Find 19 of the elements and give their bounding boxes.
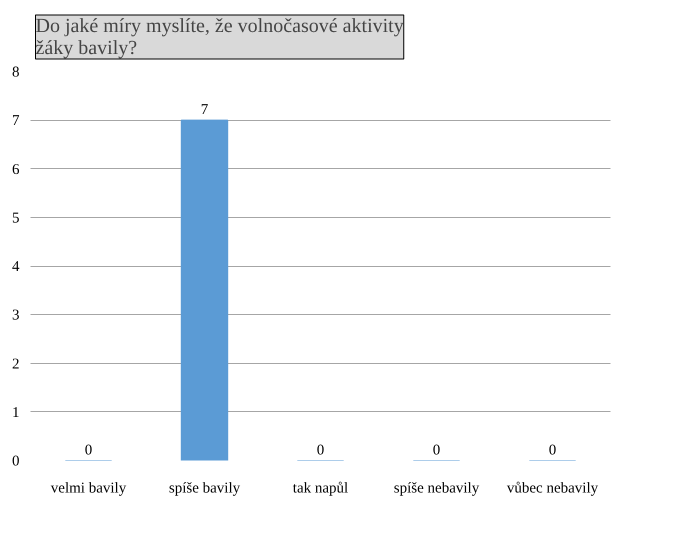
y-tick-label: 1 — [12, 404, 20, 421]
y-tick-label: 2 — [12, 356, 20, 372]
x-tick-label: tak napůl — [292, 480, 348, 496]
data-label: 7 — [200, 102, 209, 118]
data-label: 0 — [316, 442, 324, 458]
y-tick-label: 7 — [12, 113, 20, 130]
x-tick-label: velmi bavily — [50, 480, 127, 496]
data-label: 0 — [84, 442, 92, 458]
data-label: 0 — [548, 442, 556, 458]
y-tick-label: 6 — [12, 162, 20, 178]
y-tick-label: 8 — [12, 64, 20, 80]
x-tick-label: spíše nebavily — [394, 480, 480, 496]
y-tick-label: 5 — [12, 210, 20, 226]
x-tick-label: spíše bavily — [168, 480, 241, 496]
y-tick-label: 4 — [12, 259, 20, 275]
y-tick-label: 3 — [12, 308, 20, 324]
data-label: 0 — [432, 442, 440, 458]
y-tick-label: 0 — [12, 454, 20, 470]
x-tick-label: vůbec nebavily — [506, 480, 599, 496]
